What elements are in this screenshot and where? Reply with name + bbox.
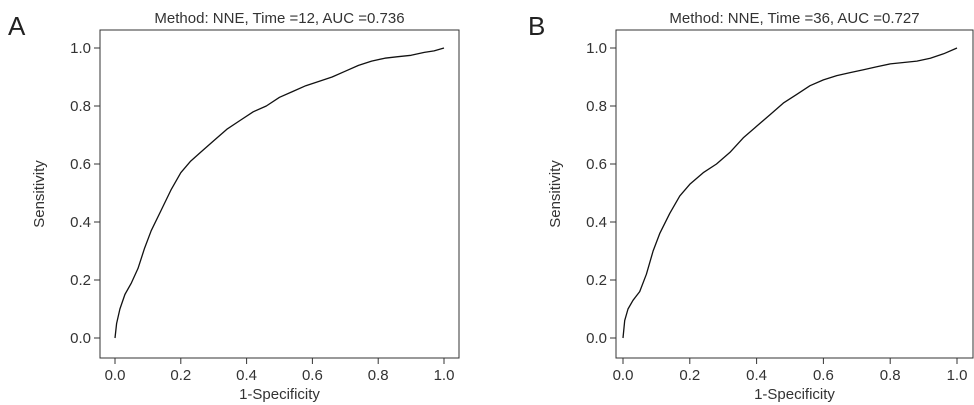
y-tick-label: 0.6 bbox=[586, 156, 607, 173]
x-tick-label: 1.0 bbox=[947, 367, 968, 384]
chart-title: Method: NNE, Time =36, AUC =0.727 bbox=[669, 10, 919, 27]
y-tick-label: 0.8 bbox=[70, 98, 91, 115]
x-tick-label: 0.6 bbox=[302, 367, 323, 384]
plot-frame bbox=[99, 29, 460, 359]
x-tick-label: 0.2 bbox=[679, 367, 700, 384]
plot-frame bbox=[615, 29, 974, 359]
y-tick-label: 1.0 bbox=[70, 40, 91, 57]
x-tick-label: 1.0 bbox=[434, 367, 455, 384]
y-axis-label: Sensitivity bbox=[31, 160, 48, 228]
roc-panel-b: B Method: NNE, Time =36, AUC =0.727 0.0 0.… bbox=[487, 0, 974, 405]
y-axis-label: Sensitivity bbox=[547, 160, 564, 228]
x-tick-label: 0.6 bbox=[813, 367, 834, 384]
x-axis-label: 1-Specificity bbox=[754, 386, 835, 403]
roc-curve bbox=[114, 47, 445, 339]
y-tick-label: 0.6 bbox=[70, 156, 91, 173]
roc-chart: Method: NNE, Time =36, AUC =0.727 0.0 0.2 0… bbox=[547, 10, 974, 403]
x-tick-label: 0.2 bbox=[170, 367, 191, 384]
y-tick-label: 0.4 bbox=[586, 214, 607, 231]
y-tick-label: 0.0 bbox=[586, 330, 607, 347]
x-tick-label: 0.4 bbox=[236, 367, 257, 384]
panel-letter: B bbox=[528, 11, 546, 41]
x-tick-label: 0.4 bbox=[746, 367, 767, 384]
x-tick-label: 0.0 bbox=[613, 367, 634, 384]
panel-letter: A bbox=[8, 11, 26, 41]
y-tick-label: 0.4 bbox=[70, 214, 91, 231]
y-tick-label: 1.0 bbox=[586, 40, 607, 57]
x-tick-label: 0.8 bbox=[880, 367, 901, 384]
x-tick-label: 0.8 bbox=[368, 367, 389, 384]
roc-panel-a: A Method: NNE, Time =12, AUC =0.736 0.0 0.… bbox=[8, 10, 460, 403]
x-axis-label: 1-Specificity bbox=[239, 386, 320, 403]
y-tick-label: 0.8 bbox=[586, 98, 607, 115]
x-tick-label: 0.0 bbox=[105, 367, 126, 384]
chart-title: Method: NNE, Time =12, AUC =0.736 bbox=[154, 10, 404, 27]
y-tick-label: 0.0 bbox=[70, 330, 91, 347]
y-tick-label: 0.2 bbox=[586, 272, 607, 289]
roc-curve bbox=[622, 47, 958, 339]
y-tick-label: 0.2 bbox=[70, 272, 91, 289]
roc-chart: Method: NNE, Time =12, AUC =0.736 0.0 0.2 0… bbox=[31, 10, 460, 403]
